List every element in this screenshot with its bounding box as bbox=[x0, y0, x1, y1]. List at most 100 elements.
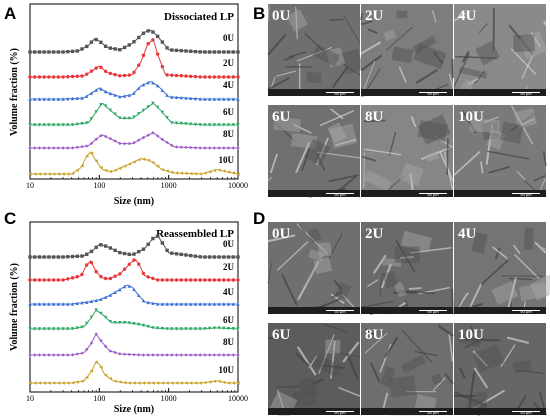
series-line bbox=[30, 259, 238, 281]
data-point bbox=[174, 95, 179, 100]
data-point bbox=[146, 105, 150, 109]
sem-info-bar bbox=[268, 307, 360, 314]
data-point bbox=[75, 168, 79, 172]
sem-flake bbox=[481, 122, 500, 140]
data-point bbox=[207, 326, 212, 331]
data-point bbox=[155, 353, 160, 357]
sem-texture bbox=[543, 20, 547, 26]
series-label: 6U bbox=[223, 107, 235, 117]
data-point bbox=[146, 381, 150, 385]
data-point bbox=[103, 104, 108, 108]
sem-texture bbox=[508, 277, 532, 281]
data-point bbox=[61, 255, 65, 259]
data-point bbox=[184, 353, 188, 357]
data-point bbox=[47, 172, 51, 176]
data-point bbox=[85, 321, 89, 326]
data-point bbox=[193, 381, 198, 385]
sem-info-bar bbox=[361, 89, 453, 96]
data-point bbox=[212, 302, 217, 306]
data-point bbox=[127, 284, 131, 288]
data-point bbox=[99, 274, 103, 279]
data-point bbox=[33, 381, 37, 385]
sem-texture bbox=[472, 389, 506, 410]
data-point bbox=[66, 172, 70, 176]
data-point bbox=[61, 302, 65, 306]
data-point bbox=[113, 47, 117, 51]
sem-tile: 50 µm 4U bbox=[453, 4, 548, 97]
data-point bbox=[137, 249, 141, 254]
sem-flake bbox=[400, 230, 433, 253]
data-point bbox=[160, 353, 165, 357]
data-point bbox=[146, 80, 150, 85]
data-point bbox=[236, 146, 240, 150]
data-point bbox=[151, 236, 155, 241]
data-point bbox=[28, 278, 32, 282]
data-point bbox=[160, 168, 165, 172]
data-point bbox=[165, 248, 169, 253]
data-point bbox=[33, 172, 37, 176]
series-2u: 2U bbox=[28, 38, 240, 79]
sem-texture bbox=[275, 234, 286, 239]
data-point bbox=[155, 234, 160, 238]
sem-flake bbox=[486, 129, 507, 151]
data-point bbox=[75, 301, 79, 306]
data-point bbox=[217, 50, 221, 54]
sem-texture bbox=[298, 223, 306, 233]
data-point bbox=[179, 252, 183, 257]
sem-texture bbox=[415, 68, 438, 84]
data-point bbox=[141, 298, 146, 303]
sem-texture bbox=[365, 327, 377, 337]
data-point bbox=[42, 327, 46, 331]
data-point bbox=[70, 381, 75, 385]
data-point bbox=[47, 278, 51, 282]
data-point bbox=[212, 50, 217, 54]
series-line bbox=[30, 81, 238, 100]
data-point bbox=[33, 146, 37, 150]
sem-image bbox=[361, 323, 453, 415]
data-point bbox=[236, 97, 240, 101]
data-point bbox=[127, 162, 131, 166]
data-point bbox=[203, 171, 207, 175]
data-point bbox=[89, 299, 94, 304]
data-point bbox=[132, 40, 136, 44]
sem-texture bbox=[267, 77, 290, 91]
data-point bbox=[75, 326, 79, 330]
sem-texture bbox=[506, 336, 530, 344]
data-point bbox=[103, 344, 108, 349]
data-point bbox=[61, 123, 65, 127]
sem-info-bar bbox=[361, 408, 453, 415]
data-point bbox=[155, 105, 160, 110]
data-point bbox=[42, 146, 46, 150]
sem-texture bbox=[328, 174, 360, 183]
data-point bbox=[184, 49, 188, 53]
data-point bbox=[137, 157, 141, 162]
data-point bbox=[146, 158, 150, 162]
sem-texture bbox=[267, 262, 273, 285]
data-point bbox=[165, 381, 169, 385]
data-point bbox=[70, 49, 75, 54]
sem-texture bbox=[267, 234, 296, 243]
data-point bbox=[33, 97, 37, 101]
sem-info-bar bbox=[268, 190, 360, 197]
series-0u: 0U bbox=[28, 234, 240, 259]
data-point bbox=[170, 95, 174, 99]
sem-flake bbox=[299, 377, 317, 397]
data-point bbox=[155, 278, 160, 282]
sem-texture bbox=[473, 367, 489, 389]
data-point bbox=[217, 255, 221, 259]
data-point bbox=[179, 353, 183, 357]
sem-texture bbox=[454, 391, 488, 408]
data-point bbox=[212, 168, 217, 173]
sem-texture bbox=[322, 364, 346, 370]
data-point bbox=[174, 145, 179, 149]
sem-texture bbox=[464, 340, 480, 349]
data-point bbox=[236, 172, 240, 176]
sem-texture bbox=[267, 176, 273, 181]
sem-label: 2U bbox=[365, 8, 384, 24]
data-point bbox=[47, 381, 51, 385]
data-point bbox=[184, 278, 188, 282]
data-point bbox=[80, 47, 84, 51]
data-point bbox=[198, 327, 202, 331]
data-point bbox=[160, 64, 165, 69]
sem-texture bbox=[386, 175, 405, 193]
